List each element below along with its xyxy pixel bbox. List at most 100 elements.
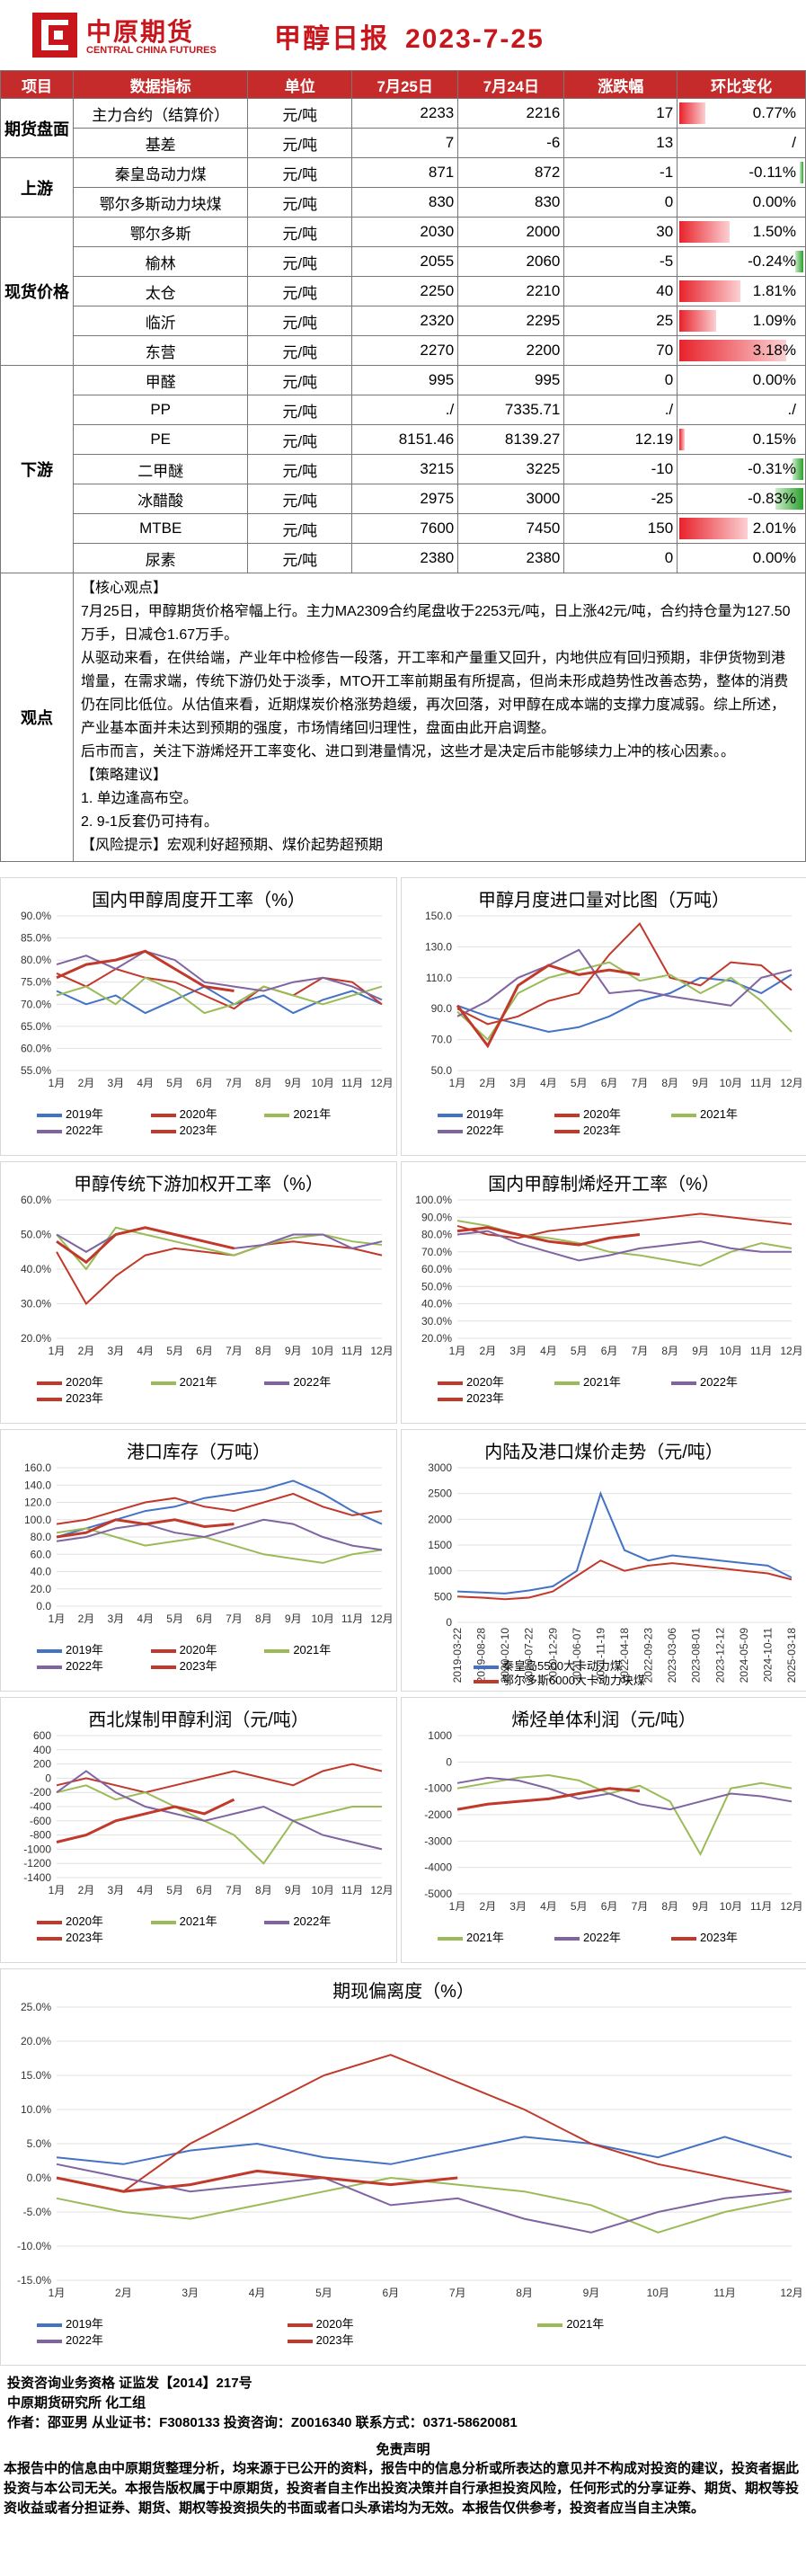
x-tick-label: 8月 [255, 1612, 272, 1625]
y-tick-label: -2000 [424, 1808, 452, 1821]
view-paragraph: 1. 单边逢高布空。 [81, 791, 198, 806]
yesterday-value-cell: 2000 [457, 217, 565, 247]
chart-panel-c5: 港口库存（万吨） 160.0 140.0 120.0 100.0 80.0 60.0 40.0… [0, 1429, 397, 1692]
view-paragraph: 【核心观点】 [81, 581, 168, 596]
chart-panel-c9: 期现偏离度（%） 25.0% 20.0% 15.0% 10.0% 5.0% 0.0% -5.0… [0, 1968, 806, 2366]
y-tick-label: 0.0 [36, 1600, 51, 1612]
yesterday-value-cell: 2380 [457, 543, 565, 573]
series-line [456, 1776, 793, 1811]
x-tick-label: 2024-10-11 [761, 1628, 774, 1683]
pct-change-bar [679, 102, 706, 124]
legend-label: 2019年 [66, 1107, 103, 1121]
pct-change-bar [679, 310, 717, 332]
chart-legend: 2021年 2022年 2023年 [438, 1928, 788, 1944]
pct-change-text: -0.11% [748, 164, 796, 181]
x-tick-label: 5月 [571, 1345, 588, 1357]
x-tick-label: 4月 [540, 1345, 557, 1357]
chart-legend: 秦皇岛5500大卡动力煤 鄂尔多斯6000大卡动力块煤 [438, 1657, 788, 1687]
y-tick-label: 90.0% [421, 1211, 452, 1223]
legend-item: 2019年 [37, 1640, 103, 1657]
y-tick-label: -1400 [23, 1871, 51, 1884]
x-tick-label: 2月 [479, 1077, 496, 1089]
x-tick-label: 12月 [370, 1345, 393, 1357]
y-tick-label: -10.0% [17, 2240, 51, 2252]
x-tick-label: 6月 [196, 1612, 213, 1625]
x-tick-label: 1月 [49, 1884, 66, 1896]
series-line [56, 1492, 383, 1525]
report-date: 2023-7-25 [405, 24, 545, 54]
series-line [456, 1230, 792, 1262]
pct-change-cell: 3.18% [677, 335, 806, 366]
report-title: 甲醇日报 2023-7-25 [274, 16, 545, 56]
pct-change-bar [679, 280, 741, 302]
x-tick-label: 2022-09-23 [642, 1628, 655, 1683]
indicator-cell: 东营 [72, 335, 249, 366]
legend-item: 2022年 [671, 1372, 738, 1390]
diff-cell: 0 [563, 365, 678, 395]
yesterday-value-cell: 8139.27 [457, 424, 565, 455]
y-tick-label: 5.0% [27, 2137, 52, 2150]
x-tick-label: 9月 [692, 1345, 709, 1357]
view-paragraph: 7月25日，甲醇期货价格窄幅上行。主力MA2309合约尾盘收于2253元/吨，日… [81, 604, 791, 643]
indicator-cell: PE [72, 424, 249, 455]
y-tick-label: 40.0% [421, 1298, 452, 1310]
series-line [456, 1220, 793, 1267]
y-tick-label: 60.0% [421, 1263, 452, 1275]
pct-change-cell: 2.01% [677, 513, 806, 544]
pct-change-text: 0.00% [752, 193, 796, 210]
legend-swatch [264, 1648, 290, 1653]
chart-title: 烯烃单体利润（元/吨） [511, 1710, 696, 1730]
legend-swatch [438, 1129, 463, 1133]
yesterday-value-cell: 7335.71 [457, 395, 565, 425]
chart-panel-c3: 甲醇传统下游加权开工率（%） 60.0% 50.0% 40.0% 30.0% 20.0% 1… [0, 1161, 397, 1424]
x-tick-label: 8月 [255, 1345, 272, 1357]
legend-swatch [438, 1381, 463, 1385]
view-paragraph: 【风险提示】宏观利好超预期、煤价起势超预期 [81, 838, 384, 853]
chart-legend: 2019年 2020年 2021年 2022年 2023年 [438, 1105, 788, 1137]
legend-label: 秦皇岛5500大卡动力煤 [502, 1659, 622, 1673]
chart-legend: 2019年 2020年 2021年 2022年 2023年 [37, 1105, 378, 1137]
legend-label: 2020年 [179, 1107, 217, 1121]
pct-change-text: 1.50% [752, 223, 796, 240]
x-tick-label: 6月 [382, 2287, 399, 2299]
x-tick-label: 3月 [509, 1345, 527, 1357]
y-tick-label: 50.0% [21, 1229, 51, 1241]
yesterday-value-cell: 830 [457, 187, 565, 218]
x-tick-label: 12月 [780, 1077, 802, 1089]
legend-item: 2021年 [554, 1372, 621, 1390]
y-tick-label: 20.0 [31, 1583, 52, 1595]
unit-cell: 元/吨 [247, 513, 353, 544]
chart-legend: 2019年 2020年 2021年 2022年 2023年 [37, 1640, 378, 1673]
legend-swatch [671, 1113, 696, 1117]
y-tick-label: 3000 [428, 1461, 452, 1474]
x-tick-label: 3月 [107, 1884, 124, 1896]
x-tick-label: 7月 [632, 1900, 649, 1913]
table-header-row: 项目 数据指标 单位 7月25日 7月24日 涨跌幅 环比变化 [0, 70, 806, 99]
legend-item: 2019年 [438, 1105, 504, 1122]
y-tick-label: 40.0% [21, 1263, 51, 1275]
legend-swatch [150, 1129, 176, 1133]
col-header: 环比变化 [677, 70, 806, 99]
series-line [56, 1798, 235, 1843]
x-tick-label: 8月 [516, 2287, 533, 2299]
price-table: 项目 数据指标 单位 7月25日 7月24日 涨跌幅 环比变化 期货盘面 主力合约… [0, 70, 806, 862]
x-tick-label: 9月 [692, 1900, 709, 1913]
legend-swatch [671, 1936, 696, 1941]
indicator-cell: 甲醛 [72, 365, 249, 395]
legend-swatch [264, 1920, 290, 1924]
y-tick-label: 70.0% [21, 998, 51, 1010]
col-header: 7月25日 [351, 70, 459, 99]
x-tick-label: 7月 [226, 1884, 243, 1896]
y-tick-label: 100.0 [24, 1514, 51, 1526]
chart-panel-c7: 西北煤制甲醇利润（元/吨） 600 400 200 0 -200 -400 -600 -800-… [0, 1697, 397, 1963]
legend-item: 2022年 [264, 1912, 331, 1929]
legend-swatch [37, 1381, 62, 1385]
diff-cell: 0 [563, 543, 678, 573]
pct-change-bar [775, 488, 803, 510]
today-value-cell: 2250 [351, 276, 459, 306]
y-tick-label: 0 [446, 1616, 452, 1629]
x-tick-label: 2月 [78, 1077, 95, 1089]
chart-svg: 150.0 130.0 110.0 90.0 70.0 50.01月 2月 3月 4月 5月 6月 7… [425, 910, 803, 1089]
x-tick-label: 8月 [661, 1900, 678, 1913]
col-header: 数据指标 [72, 70, 249, 99]
